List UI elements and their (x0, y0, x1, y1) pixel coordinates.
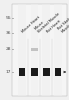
Text: 36: 36 (6, 31, 11, 35)
Bar (18, 4, 26, 96)
Bar (43, 68, 50, 76)
Bar (12, 4, 67, 96)
Text: Rat Skeletal
Muscle: Rat Skeletal Muscle (57, 13, 69, 34)
Bar (54, 4, 62, 96)
Bar (30, 4, 39, 96)
Text: Rat Heart: Rat Heart (46, 19, 61, 34)
Text: Mouse Heart: Mouse Heart (21, 16, 41, 34)
Text: 17: 17 (6, 70, 11, 74)
Text: Mouse
Skeletal Muscle: Mouse Skeletal Muscle (34, 9, 60, 34)
Bar (31, 48, 38, 51)
Text: 55: 55 (5, 16, 11, 20)
Text: 28: 28 (6, 47, 11, 51)
Bar (31, 68, 38, 76)
Bar (19, 68, 25, 76)
Bar (42, 4, 50, 96)
Bar (55, 68, 61, 76)
